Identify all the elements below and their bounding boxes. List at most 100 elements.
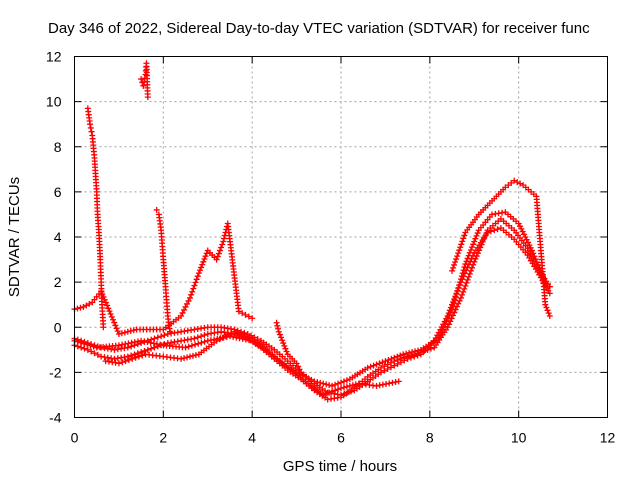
data-marker [144,346,151,353]
data-point [191,335,198,342]
data-marker [74,305,81,312]
data-marker [516,223,523,230]
y-tick-label: 10 [46,94,62,110]
data-marker [94,351,101,358]
data-marker [478,241,485,248]
data-marker [237,331,244,338]
data-marker [414,347,421,354]
data-marker [118,330,125,337]
chart-title: Day 346 of 2022, Sidereal Day-to-day VTE… [48,20,590,37]
data-point [546,283,553,290]
data-marker [193,276,200,283]
data-marker [91,350,98,357]
data-marker [278,334,285,341]
data-point [400,351,407,358]
data-marker [458,273,465,280]
data-marker [455,250,462,257]
data-marker [470,241,477,248]
x-tick-label: 8 [426,430,434,446]
series-track-3 [71,209,553,389]
data-point [186,294,193,301]
data-marker [326,389,333,396]
data-point [329,382,336,389]
data-marker [77,339,84,346]
data-marker [87,342,94,349]
data-marker [184,300,191,307]
data-marker [455,285,462,292]
data-marker [394,353,401,360]
data-marker [198,339,205,346]
data-marker [215,250,222,257]
data-marker [200,258,207,265]
data-marker [106,308,113,315]
axis-ticks [74,56,608,418]
data-marker [524,239,531,246]
data-marker [332,387,339,394]
data-marker [450,264,457,271]
data-marker [185,343,192,350]
data-marker [461,232,468,239]
data-marker [401,354,408,361]
data-point [449,267,456,274]
data-marker [379,359,386,366]
data-marker [370,362,377,369]
data-marker [195,340,202,347]
data-marker [135,353,142,360]
data-marker [181,306,188,313]
data-marker [494,226,501,233]
data-marker [460,267,467,274]
data-marker [343,383,350,390]
data-marker [487,228,494,235]
data-marker [134,350,141,357]
data-marker [373,361,380,368]
data-marker [526,242,533,249]
data-marker [198,264,205,271]
data-marker [107,311,114,318]
data-marker [105,305,112,312]
data-marker [352,381,359,388]
y-axis-label: SDTVAR / TECUs [6,177,23,297]
y-tick-label: 4 [54,229,62,245]
data-marker [457,279,464,286]
data-marker [332,381,339,388]
data-marker [454,253,461,260]
data-marker [192,352,199,359]
data-point [249,315,256,322]
data-marker [474,230,481,237]
data-marker [283,348,290,355]
data-marker [518,225,525,232]
data-point [235,308,242,315]
data-marker [473,253,480,260]
data-marker [198,333,205,340]
data-point [404,353,411,360]
data-marker [182,303,189,310]
data-marker [84,341,91,348]
data-marker [181,355,188,362]
data-marker [234,329,241,336]
data-marker [343,377,350,384]
data-marker [201,338,208,345]
data-marker [335,386,342,393]
data-marker [199,261,206,268]
data-marker [449,303,456,310]
data-marker [469,264,476,271]
data-marker [531,253,538,260]
data-marker [179,309,186,316]
data-point [115,360,122,367]
data-marker [109,316,116,323]
data-point [124,353,131,360]
data-point [528,247,535,254]
data-marker [421,347,428,354]
data-point [115,331,122,338]
data-marker [346,382,353,389]
data-marker [329,388,336,395]
data-marker [102,299,109,306]
data-point [129,355,136,362]
data-marker [527,244,534,251]
data-marker [122,358,129,365]
data-marker [533,259,540,266]
data-marker [381,363,388,370]
data-point [138,349,145,356]
data-marker [477,244,484,251]
data-marker [87,124,94,131]
